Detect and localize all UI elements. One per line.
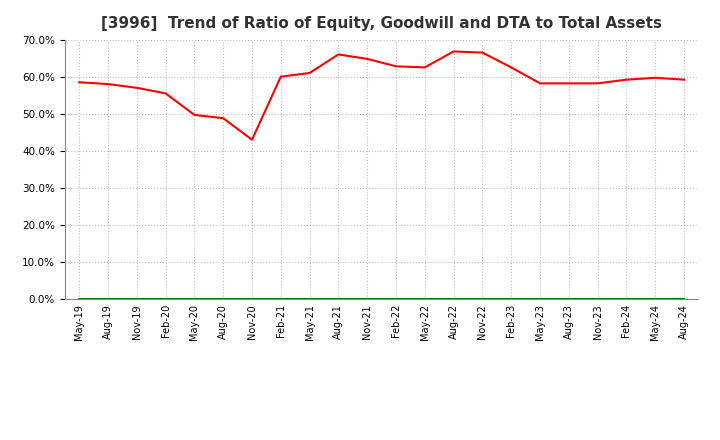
Equity bbox=[564, 81, 573, 86]
Equity bbox=[363, 56, 372, 62]
Deferred Tax Assets bbox=[248, 297, 256, 302]
Deferred Tax Assets bbox=[449, 297, 458, 302]
Deferred Tax Assets bbox=[680, 297, 688, 302]
Deferred Tax Assets bbox=[161, 297, 170, 302]
Goodwill bbox=[363, 297, 372, 302]
Equity bbox=[276, 74, 285, 79]
Deferred Tax Assets bbox=[75, 297, 84, 302]
Deferred Tax Assets bbox=[478, 297, 487, 302]
Deferred Tax Assets bbox=[536, 297, 544, 302]
Deferred Tax Assets bbox=[593, 297, 602, 302]
Goodwill bbox=[651, 297, 660, 302]
Goodwill bbox=[593, 297, 602, 302]
Goodwill bbox=[392, 297, 400, 302]
Equity bbox=[651, 75, 660, 81]
Goodwill bbox=[75, 297, 84, 302]
Equity bbox=[593, 81, 602, 86]
Goodwill bbox=[680, 297, 688, 302]
Goodwill bbox=[190, 297, 199, 302]
Equity bbox=[161, 91, 170, 96]
Deferred Tax Assets bbox=[219, 297, 228, 302]
Goodwill bbox=[536, 297, 544, 302]
Goodwill bbox=[622, 297, 631, 302]
Goodwill bbox=[305, 297, 314, 302]
Goodwill bbox=[420, 297, 429, 302]
Goodwill bbox=[564, 297, 573, 302]
Equity bbox=[190, 112, 199, 117]
Equity bbox=[132, 85, 141, 91]
Equity bbox=[334, 52, 343, 57]
Deferred Tax Assets bbox=[622, 297, 631, 302]
Goodwill bbox=[219, 297, 228, 302]
Deferred Tax Assets bbox=[190, 297, 199, 302]
Title: [3996]  Trend of Ratio of Equity, Goodwill and DTA to Total Assets: [3996] Trend of Ratio of Equity, Goodwil… bbox=[101, 16, 662, 32]
Equity bbox=[449, 49, 458, 54]
Deferred Tax Assets bbox=[420, 297, 429, 302]
Deferred Tax Assets bbox=[104, 297, 112, 302]
Deferred Tax Assets bbox=[564, 297, 573, 302]
Equity bbox=[248, 137, 256, 143]
Goodwill bbox=[478, 297, 487, 302]
Goodwill bbox=[161, 297, 170, 302]
Equity bbox=[219, 116, 228, 121]
Deferred Tax Assets bbox=[334, 297, 343, 302]
Equity bbox=[392, 64, 400, 69]
Goodwill bbox=[507, 297, 516, 302]
Equity bbox=[622, 77, 631, 82]
Deferred Tax Assets bbox=[132, 297, 141, 302]
Line: Equity: Equity bbox=[79, 51, 684, 140]
Deferred Tax Assets bbox=[392, 297, 400, 302]
Deferred Tax Assets bbox=[363, 297, 372, 302]
Goodwill bbox=[104, 297, 112, 302]
Deferred Tax Assets bbox=[651, 297, 660, 302]
Goodwill bbox=[276, 297, 285, 302]
Goodwill bbox=[334, 297, 343, 302]
Equity bbox=[420, 65, 429, 70]
Deferred Tax Assets bbox=[305, 297, 314, 302]
Deferred Tax Assets bbox=[507, 297, 516, 302]
Goodwill bbox=[132, 297, 141, 302]
Goodwill bbox=[449, 297, 458, 302]
Equity bbox=[75, 80, 84, 85]
Equity bbox=[478, 50, 487, 55]
Equity bbox=[680, 77, 688, 82]
Equity bbox=[536, 81, 544, 86]
Goodwill bbox=[248, 297, 256, 302]
Equity bbox=[104, 81, 112, 87]
Equity bbox=[305, 70, 314, 76]
Equity bbox=[507, 65, 516, 70]
Deferred Tax Assets bbox=[276, 297, 285, 302]
